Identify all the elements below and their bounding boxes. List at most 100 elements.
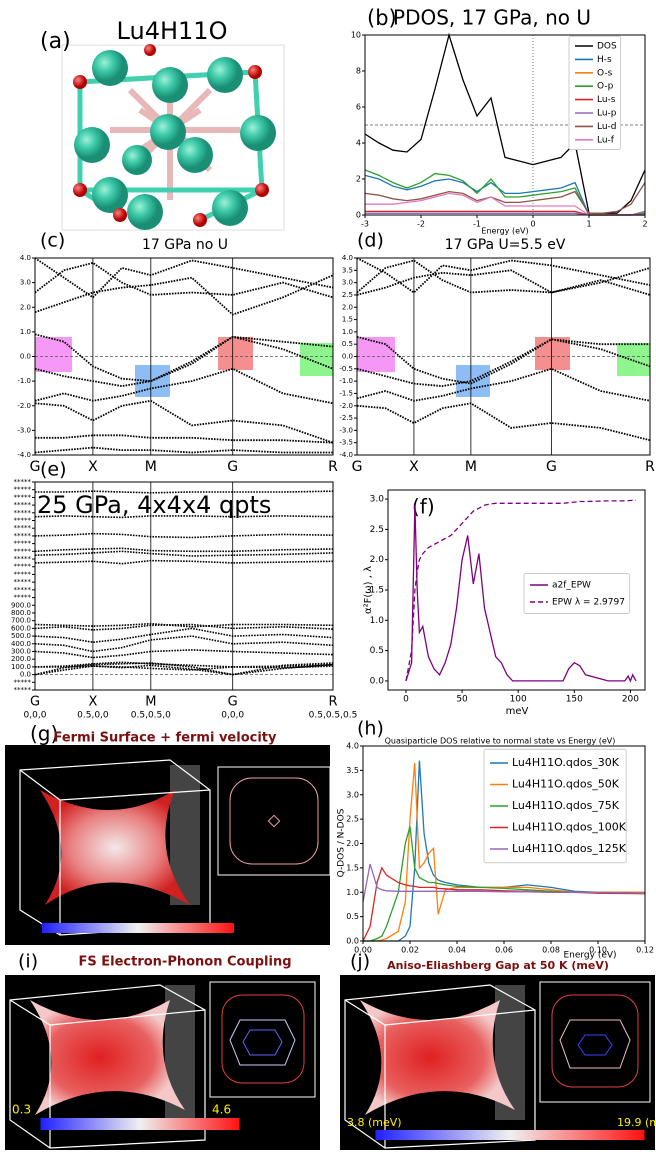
x-axis-label: Energy (eV) bbox=[481, 227, 528, 236]
y-tick-label: 4.0 bbox=[20, 254, 31, 262]
legend-label: H-s bbox=[597, 55, 612, 65]
y-tick-label: -2.0 bbox=[339, 402, 353, 410]
chart-title: PDOS, 17 GPa, no U bbox=[393, 6, 591, 30]
phonon-branch bbox=[34, 662, 334, 676]
y-tick-label: -3.0 bbox=[17, 426, 31, 434]
band bbox=[34, 446, 333, 454]
x-tick-label: R bbox=[328, 459, 338, 475]
x-tick-label: G bbox=[352, 459, 363, 475]
y-tick-label: 3.0 bbox=[20, 279, 31, 287]
phonon-branch bbox=[34, 547, 334, 553]
band bbox=[35, 434, 334, 444]
legend-label: Lu-d bbox=[597, 122, 617, 132]
line bbox=[363, 826, 646, 942]
y-tick-label: 300.0 bbox=[11, 647, 31, 655]
y-tick-label: ***** bbox=[14, 486, 32, 494]
y-tick-label: 0.5 bbox=[342, 340, 353, 348]
y-tick-label: -0.5 bbox=[339, 365, 353, 373]
x-tick-label: G bbox=[30, 695, 40, 710]
x-axis-label: Energy (eV) bbox=[563, 951, 616, 961]
band bbox=[356, 367, 651, 402]
y-tick-label: 4.0 bbox=[346, 742, 359, 751]
y-tick-label: 2.0 bbox=[346, 839, 359, 848]
kpoint-label: 0,0,0 bbox=[24, 711, 47, 721]
y-tick-label: 500.0 bbox=[11, 632, 31, 640]
phonon-branch bbox=[35, 490, 334, 494]
x-tick-label: 150 bbox=[566, 695, 583, 705]
y-tick-label: 600.0 bbox=[11, 624, 31, 632]
kpoint-label: 0,0,0 bbox=[221, 711, 244, 721]
y-tick-label: 0.0 bbox=[370, 676, 385, 686]
y-tick-label: 1.0 bbox=[370, 616, 385, 626]
line bbox=[405, 505, 637, 683]
y-tick-label: ***** bbox=[14, 570, 32, 578]
colorbar-label: 3.8 (meV) bbox=[347, 1116, 402, 1129]
phonon-branch bbox=[34, 559, 334, 565]
legend-label: Lu4H11O.qdos_100K bbox=[512, 821, 627, 834]
y-tick-label: 3.0 bbox=[370, 495, 385, 505]
y-tick-label: -4.0 bbox=[17, 451, 31, 459]
y-tick-label: 100.0 bbox=[11, 663, 31, 671]
x-tick-label: 0.06 bbox=[495, 946, 513, 955]
y-tick-label: 800.0 bbox=[11, 609, 31, 617]
x-tick-label: X bbox=[409, 459, 419, 475]
x-tick-label: 1 bbox=[586, 220, 591, 229]
legend-frame bbox=[483, 748, 627, 864]
fs-electron-phonon bbox=[5, 975, 320, 1150]
x-tick-label: G bbox=[227, 459, 238, 475]
x-tick-label: 0 bbox=[403, 695, 409, 705]
chart-title: Lu4H11O bbox=[117, 17, 228, 45]
band bbox=[34, 333, 334, 383]
y-tick-label: 0.5 bbox=[346, 912, 359, 921]
line bbox=[362, 863, 646, 903]
y-tick-label: 2 bbox=[356, 175, 361, 184]
y-tick-label: ***** bbox=[14, 478, 32, 486]
chart-title: Fermi Surface + fermi velocity bbox=[54, 731, 278, 746]
band bbox=[356, 267, 651, 296]
band bbox=[356, 335, 651, 385]
phonon-branch bbox=[34, 623, 334, 631]
x-tick-label: M bbox=[465, 459, 477, 475]
x-tick-label: G bbox=[546, 459, 557, 475]
kpoint-label: 0.5,0,0 bbox=[77, 711, 109, 721]
band bbox=[34, 367, 334, 405]
y-tick-label: 2.5 bbox=[346, 815, 359, 824]
y-tick-label: ***** bbox=[14, 563, 32, 571]
eliashberg-gap bbox=[340, 975, 655, 1150]
panel-label: (i) bbox=[18, 951, 38, 973]
legend-label: Lu4H11O.qdos_125K bbox=[512, 842, 627, 855]
y-tick-label: 400.0 bbox=[11, 640, 31, 648]
y-tick-label: ***** bbox=[14, 555, 32, 563]
y-tick-label: 2.5 bbox=[342, 291, 353, 299]
phonon-branch bbox=[34, 532, 334, 539]
legend-frame bbox=[523, 573, 631, 614]
legend-label: a2f_EPW bbox=[552, 581, 591, 591]
x-tick-label: 200 bbox=[622, 695, 639, 705]
y-tick-label: 1.0 bbox=[20, 328, 31, 336]
y-tick-label: 0.0 bbox=[346, 937, 359, 946]
legend-label: Lu-s bbox=[597, 95, 616, 105]
legend-label: Lu4H11O.qdos_75K bbox=[512, 799, 620, 812]
kpoint-label: 0.5,0.5,0 bbox=[131, 711, 171, 721]
line bbox=[364, 174, 646, 216]
legend-label: O-s bbox=[597, 68, 613, 78]
y-tick-label: ***** bbox=[14, 517, 32, 525]
y-tick-label: 900.0 bbox=[11, 601, 31, 609]
panel-label: (c) bbox=[40, 230, 65, 252]
y-tick-label: ***** bbox=[14, 678, 32, 686]
x-tick-label: R bbox=[328, 695, 337, 710]
panel-label: (a) bbox=[40, 29, 71, 54]
phonon-branch bbox=[34, 649, 334, 659]
y-tick-label: -1.5 bbox=[339, 389, 353, 397]
x-tick-label: 2 bbox=[642, 220, 647, 229]
crystal-structure bbox=[61, 44, 285, 231]
phonon-branch bbox=[34, 663, 334, 676]
y-axis-label: α²F(ω) , λ bbox=[363, 566, 374, 614]
y-tick-label: ***** bbox=[14, 578, 32, 586]
chart-title: Quasiparticle DOS relative to normal sta… bbox=[385, 737, 616, 746]
y-tick-label: 2.0 bbox=[370, 555, 385, 565]
chart-title: 17 GPa no U bbox=[142, 237, 228, 253]
plot-frame bbox=[364, 34, 646, 216]
x-tick-label: M bbox=[145, 695, 156, 710]
